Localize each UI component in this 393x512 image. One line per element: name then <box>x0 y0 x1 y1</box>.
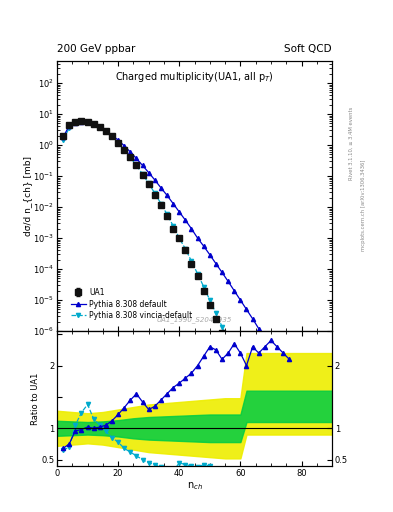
Pythia 8.308 default <box>183 217 188 223</box>
Pythia 8.308 vincia-default <box>263 421 267 427</box>
Pythia 8.308 default <box>250 316 255 322</box>
Pythia 8.308 default <box>177 209 182 215</box>
Pythia 8.308 vincia-default <box>177 235 182 241</box>
Text: UA1_1990_S2044935: UA1_1990_S2044935 <box>157 316 232 323</box>
Pythia 8.308 default <box>195 235 200 241</box>
Legend: UA1, Pythia 8.308 default, Pythia 8.308 vincia-default: UA1, Pythia 8.308 default, Pythia 8.308 … <box>69 287 194 322</box>
Pythia 8.308 default <box>208 252 212 258</box>
Pythia 8.308 vincia-default <box>140 171 145 177</box>
Pythia 8.308 default <box>165 192 169 198</box>
Pythia 8.308 default <box>79 119 84 125</box>
Pythia 8.308 default <box>268 345 273 351</box>
Pythia 8.308 default <box>61 134 66 140</box>
Pythia 8.308 vincia-default <box>165 211 169 218</box>
Pythia 8.308 default <box>122 143 127 149</box>
Pythia 8.308 default <box>110 132 114 138</box>
Pythia 8.308 vincia-default <box>91 122 96 128</box>
Pythia 8.308 vincia-default <box>152 190 157 196</box>
Pythia 8.308 default <box>116 137 121 143</box>
Text: Rivet 3.1.10, ≥ 3.4M events: Rivet 3.1.10, ≥ 3.4M events <box>349 106 354 180</box>
Pythia 8.308 vincia-default <box>256 407 261 413</box>
Pythia 8.308 vincia-default <box>238 365 243 371</box>
Pythia 8.308 default <box>134 156 139 162</box>
Pythia 8.308 default <box>152 177 157 183</box>
Pythia 8.308 default <box>287 376 292 382</box>
Pythia 8.308 default <box>128 149 133 155</box>
Pythia 8.308 vincia-default <box>158 201 163 207</box>
Pythia 8.308 vincia-default <box>275 450 279 456</box>
Pythia 8.308 vincia-default <box>201 284 206 290</box>
Pythia 8.308 vincia-default <box>244 379 249 385</box>
Text: 200 GeV ppbar: 200 GeV ppbar <box>57 44 135 54</box>
Pythia 8.308 default <box>140 162 145 168</box>
Pythia 8.308 default <box>67 123 72 129</box>
Pythia 8.308 vincia-default <box>220 324 224 330</box>
Pythia 8.308 default <box>305 409 310 415</box>
Pythia 8.308 vincia-default <box>195 271 200 277</box>
Pythia 8.308 vincia-default <box>208 297 212 303</box>
Pythia 8.308 default <box>275 355 279 361</box>
Pythia 8.308 vincia-default <box>116 140 121 146</box>
Pythia 8.308 vincia-default <box>183 246 188 252</box>
Y-axis label: Ratio to UA1: Ratio to UA1 <box>31 372 40 424</box>
Pythia 8.308 default <box>73 120 78 126</box>
Line: Pythia 8.308 default: Pythia 8.308 default <box>61 120 328 452</box>
Pythia 8.308 vincia-default <box>226 337 231 344</box>
Text: mcplots.cern.ch [arXiv:1306.3436]: mcplots.cern.ch [arXiv:1306.3436] <box>361 159 366 250</box>
Pythia 8.308 default <box>146 169 151 176</box>
Pythia 8.308 default <box>311 421 316 427</box>
Pythia 8.308 vincia-default <box>128 154 133 160</box>
Pythia 8.308 vincia-default <box>79 119 84 125</box>
Pythia 8.308 default <box>91 121 96 127</box>
Pythia 8.308 default <box>103 127 108 134</box>
Pythia 8.308 vincia-default <box>61 137 66 143</box>
Pythia 8.308 vincia-default <box>250 393 255 399</box>
Pythia 8.308 default <box>158 185 163 191</box>
Pythia 8.308 default <box>213 261 218 267</box>
Pythia 8.308 default <box>256 326 261 332</box>
Pythia 8.308 vincia-default <box>281 464 286 471</box>
Pythia 8.308 vincia-default <box>213 310 218 316</box>
Pythia 8.308 default <box>323 446 328 453</box>
Pythia 8.308 vincia-default <box>67 125 72 131</box>
Pythia 8.308 default <box>171 201 176 207</box>
Pythia 8.308 default <box>238 297 243 303</box>
Pythia 8.308 default <box>318 433 322 439</box>
Text: Soft QCD: Soft QCD <box>285 44 332 54</box>
Pythia 8.308 vincia-default <box>299 507 304 512</box>
Pythia 8.308 vincia-default <box>110 134 114 140</box>
Text: Charged multiplicity(UA1, all p$_T$): Charged multiplicity(UA1, all p$_T$) <box>115 70 274 83</box>
Pythia 8.308 vincia-default <box>146 180 151 186</box>
Pythia 8.308 default <box>189 226 194 232</box>
Pythia 8.308 vincia-default <box>232 351 237 357</box>
Pythia 8.308 default <box>220 269 224 275</box>
Pythia 8.308 vincia-default <box>103 129 108 135</box>
Pythia 8.308 default <box>244 306 249 312</box>
Pythia 8.308 vincia-default <box>122 147 127 153</box>
Pythia 8.308 vincia-default <box>134 162 139 168</box>
Pythia 8.308 default <box>263 335 267 341</box>
Pythia 8.308 default <box>97 124 102 130</box>
Pythia 8.308 vincia-default <box>268 435 273 441</box>
Y-axis label: dσ/d n_{ch} [mb]: dσ/d n_{ch} [mb] <box>23 156 32 236</box>
Line: Pythia 8.308 vincia-default: Pythia 8.308 vincia-default <box>61 120 328 512</box>
Pythia 8.308 vincia-default <box>85 120 90 126</box>
Pythia 8.308 vincia-default <box>73 120 78 126</box>
Pythia 8.308 vincia-default <box>97 125 102 131</box>
Pythia 8.308 default <box>226 279 231 285</box>
X-axis label: n$_{ch}$: n$_{ch}$ <box>187 480 202 492</box>
Pythia 8.308 default <box>281 366 286 372</box>
Pythia 8.308 vincia-default <box>189 258 194 264</box>
Pythia 8.308 default <box>232 288 237 294</box>
Pythia 8.308 vincia-default <box>171 223 176 229</box>
Pythia 8.308 default <box>299 397 304 403</box>
Pythia 8.308 default <box>201 243 206 249</box>
Pythia 8.308 default <box>85 119 90 125</box>
Pythia 8.308 vincia-default <box>287 479 292 485</box>
Pythia 8.308 vincia-default <box>293 493 298 499</box>
Pythia 8.308 default <box>293 387 298 393</box>
